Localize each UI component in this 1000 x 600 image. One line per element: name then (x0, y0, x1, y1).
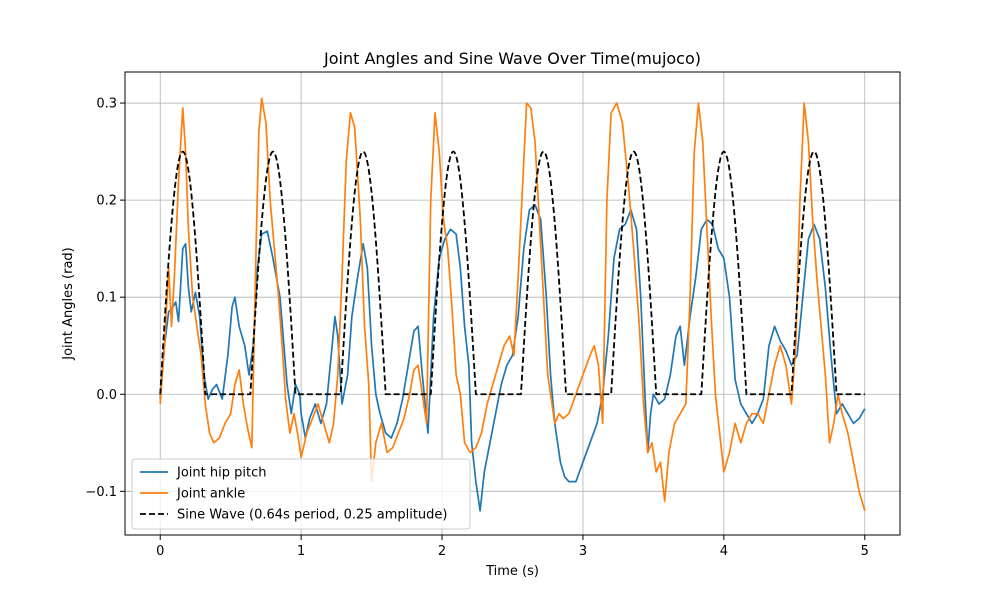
legend-label: Joint ankle (176, 487, 245, 502)
legend-box (131, 458, 471, 530)
y-tick-label: 0.0 (96, 388, 117, 403)
y-tick-label: 0.1 (96, 291, 117, 306)
x-tick-label: 3 (579, 544, 587, 559)
chart-title: Joint Angles and Sine Wave Over Time(muj… (323, 49, 701, 68)
x-tick-label: 0 (156, 544, 164, 559)
series-lines (159, 97, 866, 512)
grid-lines (125, 72, 900, 535)
y-tick-label: −0.1 (85, 485, 117, 500)
series-line-1 (159, 97, 866, 511)
x-axis-title: Time (s) (485, 564, 539, 579)
x-tick-label: 1 (297, 544, 305, 559)
y-axis-title: Joint Angles (rad) (61, 247, 76, 360)
plot-area-frame (124, 71, 901, 536)
series-line-2 (159, 150, 865, 396)
legend-label: Joint hip pitch (176, 466, 266, 481)
x-tick-label: 5 (861, 544, 869, 559)
axis-ticks: 0 1 2 3 4 5 −0.1 0.0 0.1 0.2 0.3 (85, 97, 868, 559)
legend-label: Sine Wave (0.64s period, 0.25 amplitude) (177, 508, 448, 523)
legend: Joint hip pitch Joint ankle Sine Wave (0.6… (131, 458, 471, 530)
x-tick-label: 4 (720, 544, 728, 559)
x-tick-label: 2 (438, 544, 446, 559)
y-tick-label: 0.3 (96, 97, 117, 112)
y-tick-label: 0.2 (96, 194, 117, 209)
